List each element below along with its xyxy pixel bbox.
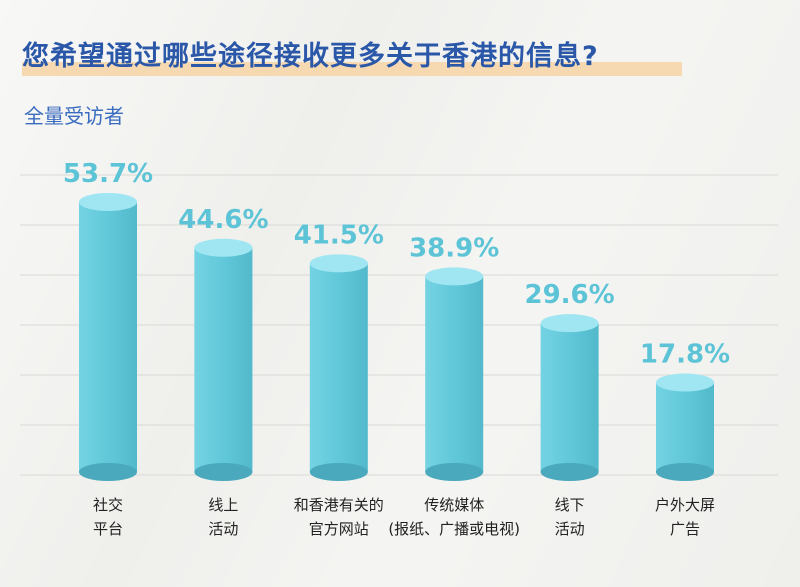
bars [79,193,714,481]
bar-base [656,463,714,481]
value-label: 17.8% [640,340,730,370]
chart-subtitle: 全量受访者 [24,104,124,128]
category-label: 官方网站 [309,520,369,538]
category-label: 活动 [555,520,585,538]
bar-top [79,193,137,211]
category-label: 社交 [93,496,123,514]
bar-top [194,238,253,257]
bar-body [425,276,484,472]
bar [656,373,714,481]
bar-body [656,382,714,472]
bar-body [79,202,137,472]
bar-top [656,373,714,392]
bar-body [540,323,599,472]
grid-lines [20,174,778,476]
bar [540,314,599,481]
category-label: 线上 [208,496,238,514]
category-label: 线下 [555,496,585,514]
bar-base [79,463,137,481]
value-label: 41.5% [294,220,384,250]
value-label: 29.6% [524,280,614,310]
bar-body [194,247,253,472]
value-label: 38.9% [409,233,499,263]
value-label: 44.6% [178,205,268,235]
bar-top [309,254,368,273]
bar [309,254,368,481]
category-label: 户外大屏 [655,496,715,514]
value-label: 53.7% [63,159,153,189]
title-block: 您希望通过哪些途径接收更多关于香港的信息? [22,34,682,76]
category-label: 广告 [670,520,700,538]
bar [79,193,137,481]
category-label: 和香港有关的 [294,496,384,514]
bar-top [540,314,599,333]
category-label: 传统媒体 [424,496,484,514]
bar-base [309,463,368,481]
bar-base [425,463,484,481]
bar-body [309,263,368,472]
bar-base [540,463,599,481]
bar-base [194,463,253,481]
category-label: (报纸、广播或电视) [388,520,520,538]
chart-title: 您希望通过哪些途径接收更多关于香港的信息? [22,41,599,72]
title-highlight [22,62,682,76]
bar [425,267,484,481]
bar [194,238,253,481]
category-label: 平台 [93,520,123,538]
bar-top [425,267,484,286]
category-label: 活动 [208,520,238,538]
